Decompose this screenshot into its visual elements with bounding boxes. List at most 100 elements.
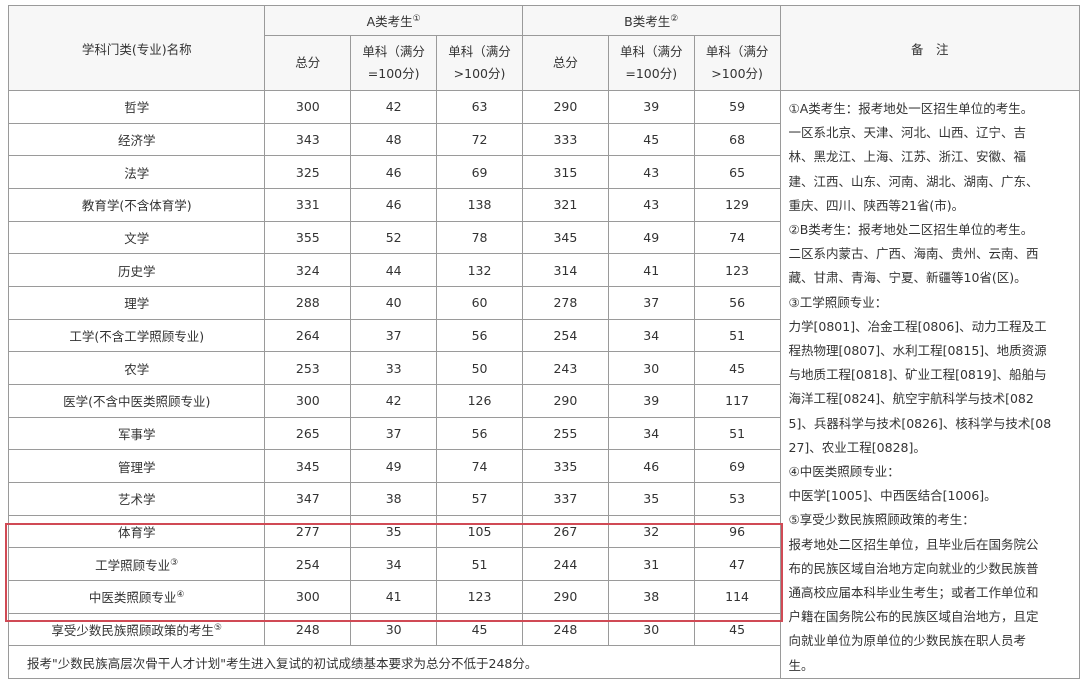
row-name: 法学 (7, 155, 266, 189)
score-cell-b-2: 47 (693, 547, 781, 581)
score-cell-b-1: 37 (607, 285, 695, 320)
row-name-text: 农学 (124, 361, 150, 377)
score-cell-a-2: 132 (436, 253, 523, 287)
note-line: 生。 (788, 657, 814, 673)
row-name-text: 体育学 (117, 524, 156, 540)
row-note-mark: ⑤ (213, 622, 222, 633)
score-cell-b-1: 31 (607, 547, 695, 581)
row-note-mark: ④ (176, 590, 185, 601)
row-name-text: 工学(不含工学照顾专业) (69, 328, 205, 344)
score-cell-a-0: 254 (264, 547, 352, 581)
group-a-mark: ① (412, 13, 421, 24)
header-b-single-over100: 单科（满分>100分) (693, 35, 781, 91)
header-group-a: A类考生① (264, 5, 523, 36)
row-name: 管理学 (7, 449, 266, 483)
score-cell-b-0: 337 (521, 481, 609, 516)
note-line: 与地质工程[0818]、矿业工程[0819]、船舶与 (788, 367, 1047, 383)
note-line: 程热物理[0807]、水利工程[0815]、地质资源 (788, 343, 1047, 359)
score-cell-b-2: 65 (693, 155, 781, 189)
score-cell-a-2: 126 (436, 383, 523, 418)
row-name-text: 理学 (124, 296, 150, 312)
score-cell-b-1: 34 (607, 318, 695, 353)
score-cell-a-0: 248 (264, 612, 352, 647)
score-cell-b-2: 74 (693, 220, 781, 255)
table-row: 医学(不含中医类照顾专业) 300 42 126 290 39 117 (7, 383, 1080, 418)
score-cell-b-1: 35 (607, 481, 695, 516)
score-cell-b-0: 255 (521, 416, 609, 451)
table-row: 工学照顾专业③ 254 34 51 244 31 47 (7, 547, 1080, 581)
row-name-text: 法学 (124, 165, 150, 181)
score-cell-a-1: 46 (350, 187, 438, 222)
score-cell-b-1: 45 (607, 122, 695, 157)
score-cell-a-1: 48 (350, 122, 438, 157)
note-line: ①A类考生：报考地处一区招生单位的考生。 (788, 101, 1034, 116)
note-line: 通高校应届本科毕业生考生；或者工作单位和 (788, 585, 1039, 601)
score-cell-a-2: 57 (436, 481, 523, 516)
note-line: ⑤享受少数民族照顾政策的考生： (788, 512, 975, 528)
score-cell-b-1: 38 (607, 579, 695, 614)
row-name: 艺术学 (7, 481, 266, 516)
score-cell-a-0: 325 (264, 155, 352, 189)
row-name: 军事学 (7, 416, 266, 451)
header-a-single-over100: 单科（满分>100分) (436, 35, 523, 91)
row-name-text: 历史学 (117, 263, 156, 279)
row-name-text: 军事学 (117, 426, 156, 442)
table-row: 体育学 277 35 105 267 32 96 (7, 514, 1080, 549)
score-cell-a-2: 74 (436, 449, 523, 483)
score-cell-b-0: 314 (521, 253, 609, 287)
score-cell-a-0: 300 (264, 90, 352, 124)
header-b-single-100: 单科（满分=100分) (607, 35, 695, 91)
score-cell-b-0: 333 (521, 122, 609, 157)
score-cell-a-2: 138 (436, 187, 523, 222)
table-row: 文学 355 52 78 345 49 74 (7, 220, 1080, 255)
row-name: 理学 (7, 285, 266, 320)
group-b-label: B类考生 (624, 14, 671, 29)
note-line: ④中医类照顾专业： (788, 464, 900, 480)
note-line: ③工学照顾专业： (788, 294, 888, 310)
footer-note: 报考"少数民族高层次骨干人才计划"考生进入复试的初试成绩基本要求为总分不低于24… (8, 645, 781, 679)
score-cell-a-2: 56 (436, 318, 523, 353)
note-line: 藏、甘肃、青海、宁夏、新疆等10省(区)。 (788, 270, 1027, 286)
score-cell-a-0: 300 (264, 579, 352, 614)
score-cell-b-1: 39 (607, 90, 695, 124)
score-cell-a-2: 51 (436, 547, 523, 581)
score-cell-b-0: 254 (521, 318, 609, 353)
score-cell-a-1: 49 (350, 449, 438, 483)
score-cell-b-2: 129 (693, 187, 781, 222)
score-cell-b-2: 117 (693, 383, 781, 418)
score-cell-b-2: 45 (693, 351, 781, 385)
score-cell-b-1: 41 (607, 253, 695, 287)
score-cell-a-2: 45 (436, 612, 523, 647)
score-cell-a-1: 46 (350, 155, 438, 189)
notes-cell: ①A类考生：报考地处一区招生单位的考生。 一区系北京、天津、河北、山西、辽宁、吉林… (779, 90, 1080, 679)
score-cell-a-0: 277 (264, 514, 352, 549)
table-row: 历史学 324 44 132 314 41 123 (7, 253, 1080, 287)
score-cell-b-0: 243 (521, 351, 609, 385)
row-note-mark: ③ (170, 557, 179, 568)
note-line: ②B类考生：报考地处二区招生单位的考生。 (788, 222, 1034, 238)
score-cell-a-0: 253 (264, 351, 352, 385)
note-line: 布的民族区域自治地方定向就业的少数民族普 (788, 560, 1039, 576)
score-cell-a-2: 60 (436, 285, 523, 320)
score-cell-b-1: 34 (607, 416, 695, 451)
score-cell-a-1: 37 (350, 318, 438, 353)
row-name-text: 医学(不含中医类照顾专业) (63, 394, 211, 410)
score-cell-a-1: 38 (350, 481, 438, 516)
row-name-text: 管理学 (117, 459, 156, 475)
note-line: 林、黑龙江、上海、江苏、浙江、安徽、福 (788, 149, 1027, 165)
score-cell-b-1: 49 (607, 220, 695, 255)
score-cell-b-2: 56 (693, 285, 781, 320)
note-line: 重庆、四川、陕西等21省(市)。 (788, 197, 965, 213)
score-cell-b-1: 30 (607, 612, 695, 647)
score-cell-a-0: 347 (264, 481, 352, 516)
table-row: 法学 325 46 69 315 43 65 (7, 155, 1080, 189)
score-cell-a-1: 34 (350, 547, 438, 581)
table-row: 经济学 343 48 72 333 45 68 (7, 122, 1080, 157)
header-group-b: B类考生② (521, 5, 781, 36)
row-name: 教育学(不含体育学) (7, 187, 266, 222)
score-cell-a-2: 56 (436, 416, 523, 451)
score-cell-b-1: 43 (607, 187, 695, 222)
header-notes: 备 注 (779, 5, 1080, 91)
score-cell-b-0: 345 (521, 220, 609, 255)
score-cell-a-2: 78 (436, 220, 523, 255)
